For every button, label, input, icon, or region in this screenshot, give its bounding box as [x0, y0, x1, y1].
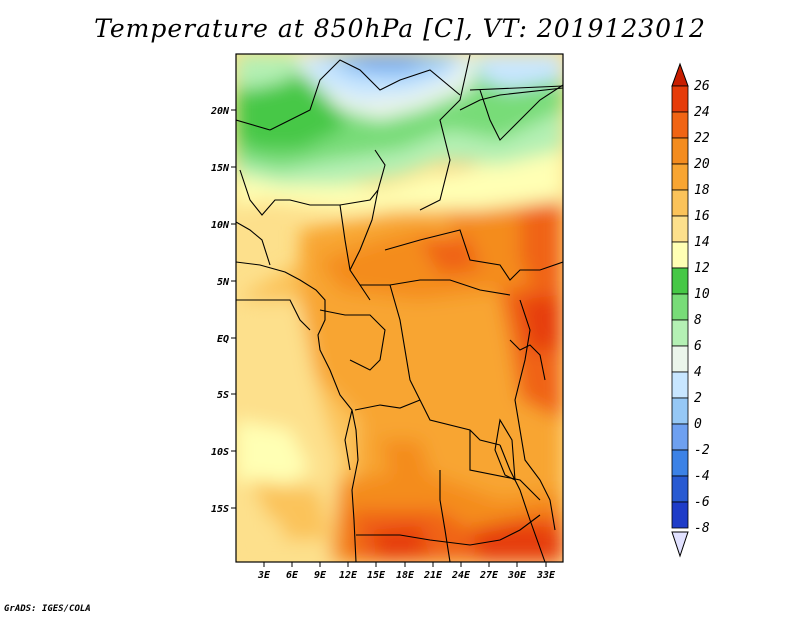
- colorbar-cell: [671, 371, 689, 399]
- colorbar-cell: [671, 345, 689, 373]
- lon-label: 30E: [507, 570, 527, 581]
- grads-credit: GrADS: IGES/COLA: [4, 604, 91, 614]
- lat-label: 5S: [217, 390, 229, 401]
- colorbar-label: 10: [694, 287, 710, 302]
- lon-label: 24E: [451, 570, 471, 581]
- colorbar-cell: [671, 293, 689, 321]
- colorbar-label: 14: [694, 235, 710, 250]
- country-borders: [236, 54, 563, 562]
- colorbar-label: 4: [694, 365, 702, 380]
- colorbar-cell: [671, 267, 689, 295]
- colorbar-cell: [671, 163, 689, 191]
- colorbar-cell: [671, 189, 689, 217]
- lon-label: 6E: [286, 570, 299, 581]
- colorbar-cell: [671, 111, 689, 139]
- colorbar-label: 22: [694, 131, 710, 146]
- colorbar-label: 26: [694, 79, 710, 94]
- colorbar-label: 16: [694, 209, 710, 224]
- lon-label: 33E: [536, 570, 556, 581]
- colorbar-cell: [671, 319, 689, 347]
- lat-label: EQ: [217, 334, 229, 345]
- lon-label: 3E: [257, 570, 271, 581]
- lat-label: 20N: [210, 106, 230, 117]
- colorbar-label: 8: [694, 313, 702, 328]
- lat-label: 10S: [211, 447, 229, 458]
- colorbar-labels: 26 24 22 20 18 16 14 12 10 8 6 4 2 0 -2 …: [694, 79, 710, 536]
- colorbar-label: -2: [694, 443, 710, 458]
- colorbar-cell: [671, 85, 689, 113]
- colorbar-cell: [671, 423, 689, 451]
- colorbar-label: 18: [694, 183, 710, 198]
- colorbar-label: 0: [694, 417, 702, 432]
- lat-label: 5N: [217, 277, 230, 288]
- colorbar-bottom-triangle: [671, 531, 689, 558]
- colorbar-label: -4: [694, 469, 710, 484]
- colorbar-label: 24: [694, 105, 710, 120]
- latitude-axis: 20N 15N 10N 5N EQ 5S 10S 15S: [210, 106, 236, 515]
- colorbar-cells: [671, 85, 689, 529]
- lon-label: 21E: [423, 570, 443, 581]
- longitude-axis: 3E 6E 9E 12E 15E 18E 21E 24E 27E 30E 33E: [257, 562, 556, 581]
- lon-label: 12E: [339, 570, 358, 581]
- colorbar-label: 6: [694, 339, 702, 354]
- colorbar-cell: [671, 501, 689, 529]
- lon-label: 15E: [367, 570, 386, 581]
- colorbar-label: 2: [694, 391, 702, 406]
- colorbar-label: 20: [694, 157, 710, 172]
- colorbar-label: 12: [694, 261, 710, 276]
- lat-label: 15S: [211, 504, 229, 515]
- lon-label: 27E: [479, 570, 499, 581]
- colorbar-cell: [671, 137, 689, 165]
- lon-label: 18E: [396, 570, 415, 581]
- colorbar-label: -6: [694, 495, 710, 510]
- lon-label: 9E: [314, 570, 327, 581]
- colorbar-cell: [671, 397, 689, 425]
- lat-label: 10N: [211, 220, 230, 231]
- colorbar-cell: [671, 449, 689, 477]
- colorbar-cell: [671, 215, 689, 243]
- map-frame: [235, 53, 564, 563]
- colorbar-label: -8: [694, 521, 710, 536]
- colorbar: 26 24 22 20 18 16 14 12 10 8 6 4 2 0 -2 …: [671, 62, 710, 558]
- lat-label: 15N: [211, 163, 230, 174]
- colorbar-top-triangle: [671, 62, 689, 87]
- chart-title: Temperature at 850hPa [C], VT: 201912301…: [94, 14, 706, 43]
- colorbar-cell: [671, 241, 689, 269]
- colorbar-cell: [671, 475, 689, 503]
- temperature-field: [236, 54, 563, 562]
